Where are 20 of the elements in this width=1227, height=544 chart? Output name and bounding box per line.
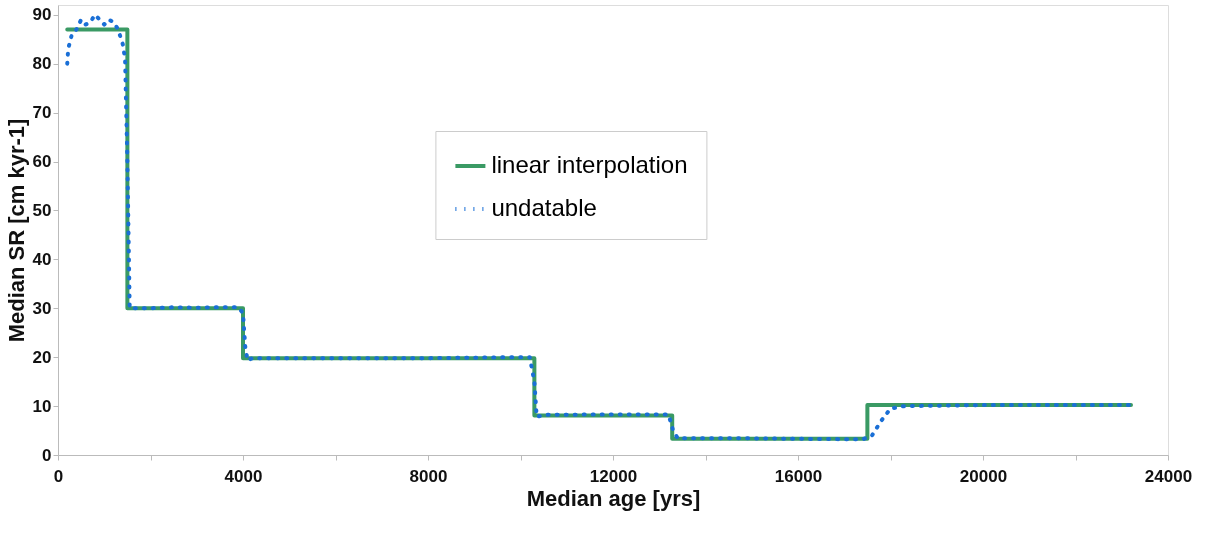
y-tick-label: 50 <box>32 200 52 220</box>
y-tick-label: 0 <box>42 445 52 465</box>
legend-label: undatable <box>491 194 597 221</box>
y-tick-label: 10 <box>32 396 52 416</box>
x-axis-title: Median age [yrs] <box>526 485 701 511</box>
y-tick-label: 40 <box>32 249 52 269</box>
y-tick-label: 90 <box>32 5 52 25</box>
y-tick-label: 30 <box>32 298 52 318</box>
x-tick-label: 24000 <box>1144 466 1193 486</box>
y-tick-label: 60 <box>32 152 52 172</box>
y-axis-title: Median SR [cm kyr-1] <box>3 118 29 343</box>
y-tick-label: 20 <box>32 347 52 367</box>
y-tick-label: 70 <box>32 103 52 123</box>
y-tick-label: 80 <box>32 54 52 74</box>
x-tick-label: 16000 <box>774 466 823 486</box>
x-tick-label: 20000 <box>959 466 1008 486</box>
x-tick-label: 12000 <box>589 466 638 486</box>
x-tick-label: 8000 <box>409 466 448 486</box>
x-tick-label: 4000 <box>224 466 263 486</box>
legend-label: linear interpolation <box>491 151 688 178</box>
